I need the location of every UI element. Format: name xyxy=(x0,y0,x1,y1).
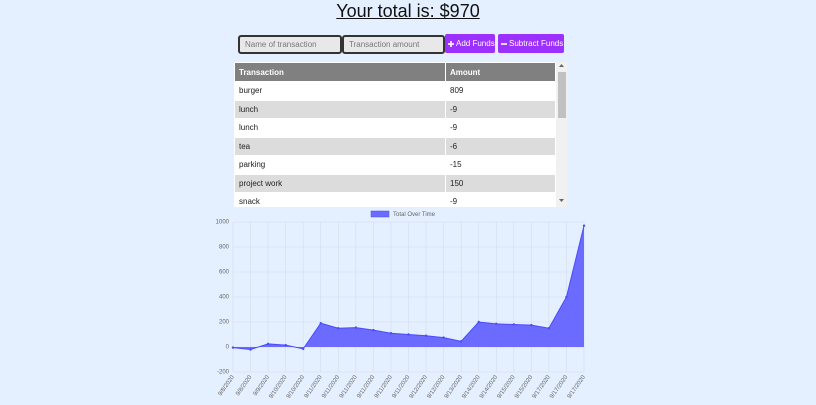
amount-cell: 150 xyxy=(445,173,556,193)
point xyxy=(354,326,358,329)
name-cell: burger xyxy=(234,81,446,101)
add-label: Add Funds xyxy=(456,39,495,48)
amount-cell: -15 xyxy=(445,155,556,175)
point xyxy=(266,342,270,346)
point xyxy=(459,340,463,343)
subtract-label: Subtract Funds xyxy=(509,39,564,48)
y-tick-label: 200 xyxy=(219,320,230,326)
point xyxy=(249,348,252,351)
point xyxy=(389,332,393,335)
column-header: Transaction xyxy=(234,62,446,82)
name-cell: lunch xyxy=(234,118,446,138)
table-row: burger 809 xyxy=(234,81,556,101)
amount-cell: -9 xyxy=(445,99,556,119)
amount-cell: -9 xyxy=(445,192,556,207)
y-tick-label: 600 xyxy=(219,270,230,276)
point xyxy=(337,327,340,330)
minus-icon xyxy=(501,43,507,45)
column-header: Amount xyxy=(445,62,556,82)
point xyxy=(495,322,498,326)
transactions-table: Transaction Amount burger 809 lunch -9 lunch -… xyxy=(234,62,556,207)
point xyxy=(565,295,568,299)
point xyxy=(477,320,480,324)
table-row: lunch -9 xyxy=(234,99,556,119)
scrollbar[interactable] xyxy=(556,62,567,207)
point xyxy=(547,327,551,330)
add-button[interactable]: Add Funds xyxy=(445,34,495,53)
point xyxy=(319,322,322,325)
amount-input[interactable]: Transaction amount xyxy=(342,35,445,54)
point xyxy=(530,323,533,327)
point xyxy=(407,333,410,336)
x-tick-label: 9/17/2020 xyxy=(567,374,588,400)
point xyxy=(512,323,515,326)
y-tick-label: 1000 xyxy=(216,220,230,226)
y-tick-label: -200 xyxy=(217,370,230,376)
total-title: Your total is: $970 xyxy=(336,1,480,21)
table-row: parking -15 xyxy=(234,155,556,175)
point xyxy=(302,347,305,351)
name-cell: project work xyxy=(234,173,446,193)
legend-label: Total Over Time xyxy=(393,212,436,218)
table-row: tea -6 xyxy=(234,136,556,156)
point xyxy=(424,334,428,337)
y-tick-label: 0 xyxy=(226,345,230,351)
scrollbar-parts xyxy=(558,64,566,202)
table-row: snack -9 xyxy=(234,192,556,207)
name-cell: snack xyxy=(234,192,446,207)
amount-cell: -6 xyxy=(445,136,556,156)
y-tick-label: 400 xyxy=(219,295,230,301)
y-tick-label: 800 xyxy=(219,245,230,251)
point xyxy=(442,336,445,339)
amount-cell: 809 xyxy=(445,81,556,101)
point xyxy=(231,346,235,349)
table-row: lunch -9 xyxy=(234,118,556,138)
plus-icon xyxy=(448,40,454,47)
x-tick-label: 9/8/2020 xyxy=(218,374,237,397)
name-cell: lunch xyxy=(234,99,446,119)
subtract-button[interactable]: Subtract Funds xyxy=(498,34,564,53)
point xyxy=(284,343,287,347)
amount-cell: -9 xyxy=(445,118,556,138)
area xyxy=(233,225,584,350)
point xyxy=(372,328,375,332)
point xyxy=(582,224,586,227)
name-cell: parking xyxy=(234,155,446,175)
x-tick-label: 9/8/2020 xyxy=(235,374,254,397)
name-input[interactable]: Name of transaction xyxy=(238,35,342,54)
name-cell: tea xyxy=(234,136,446,156)
legend-swatch xyxy=(370,210,390,218)
table-row: project work 150 xyxy=(234,173,556,193)
x-tick-label: 9/9/2020 xyxy=(253,374,272,397)
table-container: Transaction Amount burger 809 lunch -9 lunch -… xyxy=(234,62,567,207)
